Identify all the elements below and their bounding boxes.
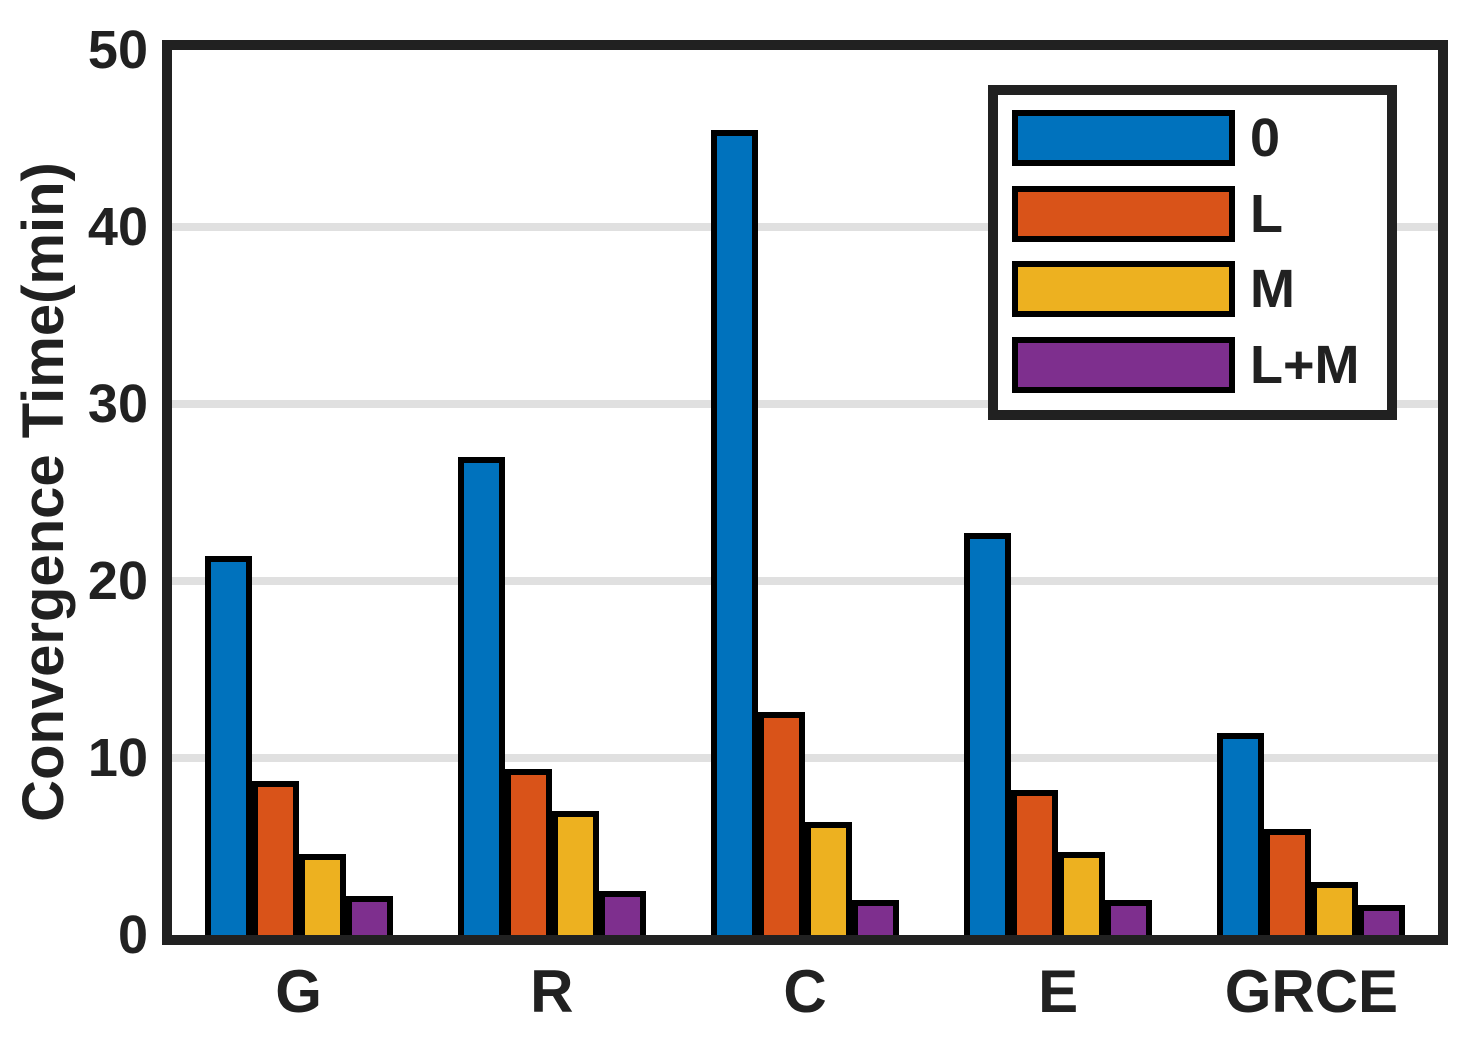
bar-GRCE-0 <box>1217 733 1264 935</box>
bar-R-0 <box>458 457 505 935</box>
x-tick-label-R: R <box>530 958 574 1025</box>
gridline-20 <box>172 577 1438 585</box>
y-tick-label-0: 0 <box>117 905 148 965</box>
bar-R-L+M <box>599 891 646 935</box>
x-tick-label-C: C <box>783 958 827 1025</box>
bar-G-L <box>252 781 299 935</box>
bar-R-M <box>552 811 599 935</box>
legend-label-0: 0 <box>1250 108 1281 168</box>
legend-swatch-0 <box>1012 110 1235 166</box>
y-tick-label-10: 10 <box>87 728 148 788</box>
bar-GRCE-M <box>1311 882 1358 935</box>
x-tick-label-GRCE: GRCE <box>1224 958 1399 1025</box>
legend-swatch-L <box>1012 186 1235 242</box>
bar-G-0 <box>205 556 252 935</box>
bar-G-M <box>299 854 346 935</box>
bar-GRCE-L <box>1264 829 1311 935</box>
bar-C-L+M <box>852 900 899 935</box>
bar-E-L <box>1011 790 1058 935</box>
bar-E-M <box>1058 852 1105 935</box>
gridline-40 <box>172 223 1438 231</box>
y-tick-label-40: 40 <box>87 197 148 257</box>
gridline-10 <box>172 754 1438 762</box>
y-tick-label-20: 20 <box>87 551 148 611</box>
legend-swatch-L+M <box>1012 337 1235 393</box>
legend-swatch-M <box>1012 261 1235 317</box>
bar-R-L <box>505 769 552 935</box>
x-tick-label-E: E <box>1038 958 1079 1025</box>
x-tick-label-G: G <box>275 958 322 1025</box>
legend-label-M: M <box>1250 259 1295 319</box>
bar-G-L+M <box>346 896 393 935</box>
bar-C-0 <box>711 130 758 935</box>
y-axis-tick-labels: 0 10 20 30 40 50 <box>0 23 148 962</box>
y-tick-label-50: 50 <box>87 20 148 80</box>
bar-E-L+M <box>1105 900 1152 935</box>
legend-label-L: L <box>1250 184 1283 244</box>
legend-label-L+M: L+M <box>1250 335 1360 395</box>
bar-C-M <box>805 822 852 935</box>
gridline-30 <box>172 400 1438 408</box>
bar-GRCE-L+M <box>1358 905 1405 935</box>
y-tick-label-30: 30 <box>87 374 148 434</box>
bar-C-L <box>758 712 805 935</box>
legend: 0 L M L+M <box>988 85 1397 420</box>
bar-E-0 <box>964 533 1011 935</box>
